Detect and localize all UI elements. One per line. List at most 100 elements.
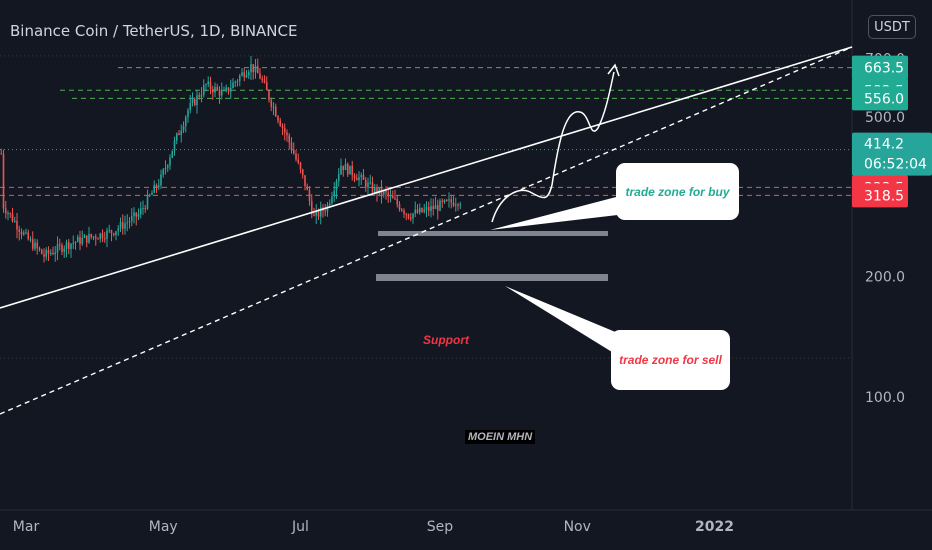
candle-body: [371, 182, 374, 193]
candle-body: [2, 153, 5, 209]
candle-body: [115, 231, 117, 235]
price-axis-label: 500.0: [865, 110, 905, 126]
candle-body: [349, 165, 351, 175]
candle-body: [9, 213, 12, 215]
candle-body: [344, 163, 347, 171]
candle-body: [18, 229, 21, 232]
candle-body: [272, 106, 275, 108]
candle-body: [454, 204, 457, 206]
candle-body: [103, 238, 106, 240]
candle-body: [99, 233, 102, 240]
candles[interactable]: [0, 55, 462, 263]
candle-body: [160, 174, 162, 186]
candle-body: [112, 233, 115, 235]
candle-body: [52, 252, 54, 255]
candle-body: [396, 199, 399, 205]
candle-body: [355, 178, 358, 181]
candle-body: [364, 179, 367, 188]
candle-body: [196, 95, 198, 106]
candle-body: [189, 102, 192, 111]
candle-body: [286, 132, 288, 136]
candle-body: [72, 242, 75, 244]
candle-body: [223, 90, 225, 92]
candle-body: [101, 233, 104, 239]
candle-body: [238, 75, 241, 81]
candle-body: [162, 169, 165, 175]
candle-body: [214, 87, 216, 93]
trendline-solid: [0, 46, 853, 309]
candle-body: [391, 195, 394, 199]
candle-body: [209, 81, 212, 90]
candle-body: [234, 81, 237, 83]
candle-body: [151, 192, 153, 195]
candle-body: [148, 194, 151, 196]
time-axis-label: Sep: [427, 519, 454, 535]
candle-body: [153, 184, 156, 193]
candle-body: [340, 165, 342, 175]
candle-body: [29, 239, 32, 241]
candle-body: [450, 199, 453, 203]
candle-body: [207, 81, 210, 85]
candle-body: [25, 232, 27, 234]
candle-body: [94, 236, 97, 239]
candle-body: [173, 140, 176, 151]
price-tag-box: [852, 183, 908, 208]
candle-body: [180, 130, 183, 135]
candle-body: [421, 207, 423, 212]
candle-body: [144, 208, 147, 210]
candle-body: [263, 80, 266, 83]
candle-body: [268, 90, 270, 100]
projection-arrowhead: [607, 63, 620, 77]
candle-body: [434, 205, 437, 210]
price-axis-label: 100.0: [865, 390, 905, 406]
candle-body: [200, 94, 203, 97]
candle-body: [259, 73, 261, 79]
candle-body: [306, 186, 309, 191]
candle-body: [333, 190, 336, 197]
candle-body: [54, 252, 57, 255]
candle-body: [324, 210, 327, 212]
candle-body: [443, 199, 446, 203]
candle-body: [175, 133, 178, 141]
candle-body: [297, 159, 300, 163]
callout-sell-text: trade zone for sell: [619, 353, 722, 367]
price-tag-label: 556.0: [864, 91, 904, 107]
candle-body: [353, 175, 356, 179]
candle-body: [445, 199, 448, 201]
time-axis-label: Mar: [13, 519, 40, 535]
candle-body: [261, 78, 264, 81]
candle-body: [301, 169, 304, 176]
candle-body: [277, 116, 279, 121]
candle-body: [56, 244, 59, 253]
candle-body: [88, 234, 90, 243]
candle-body: [198, 95, 201, 97]
candle-body: [360, 175, 363, 178]
candle-body: [31, 239, 34, 249]
candle-body: [225, 87, 228, 91]
callout-buy-text: trade zone for buy: [625, 184, 730, 199]
currency-button[interactable]: USDT: [868, 15, 916, 39]
candle-body: [247, 72, 250, 76]
candle-body: [423, 209, 426, 212]
time-axis[interactable]: Mar May Jul Sep Nov 2022: [13, 519, 734, 535]
candle-body: [11, 213, 14, 222]
candle-body: [193, 99, 196, 106]
candle-body: [412, 213, 414, 219]
candle-body: [202, 85, 205, 95]
callout-buy-pointer: [490, 196, 626, 230]
candle-body: [135, 212, 138, 217]
callout-buy: trade zone for buy: [616, 163, 739, 220]
candle-body: [335, 180, 338, 191]
candle-body: [227, 87, 230, 92]
candle-body: [367, 182, 369, 188]
current-price-label: 414.2: [864, 137, 904, 153]
candle-body: [430, 206, 432, 211]
candle-body: [47, 249, 50, 254]
candle-body: [394, 198, 396, 200]
candle-body: [304, 175, 306, 187]
candle-body: [256, 66, 259, 74]
candle-body: [171, 150, 174, 158]
chart-title: Binance Coin / TetherUS, 1D, BINANCE: [10, 22, 298, 40]
candle-body: [49, 252, 52, 254]
